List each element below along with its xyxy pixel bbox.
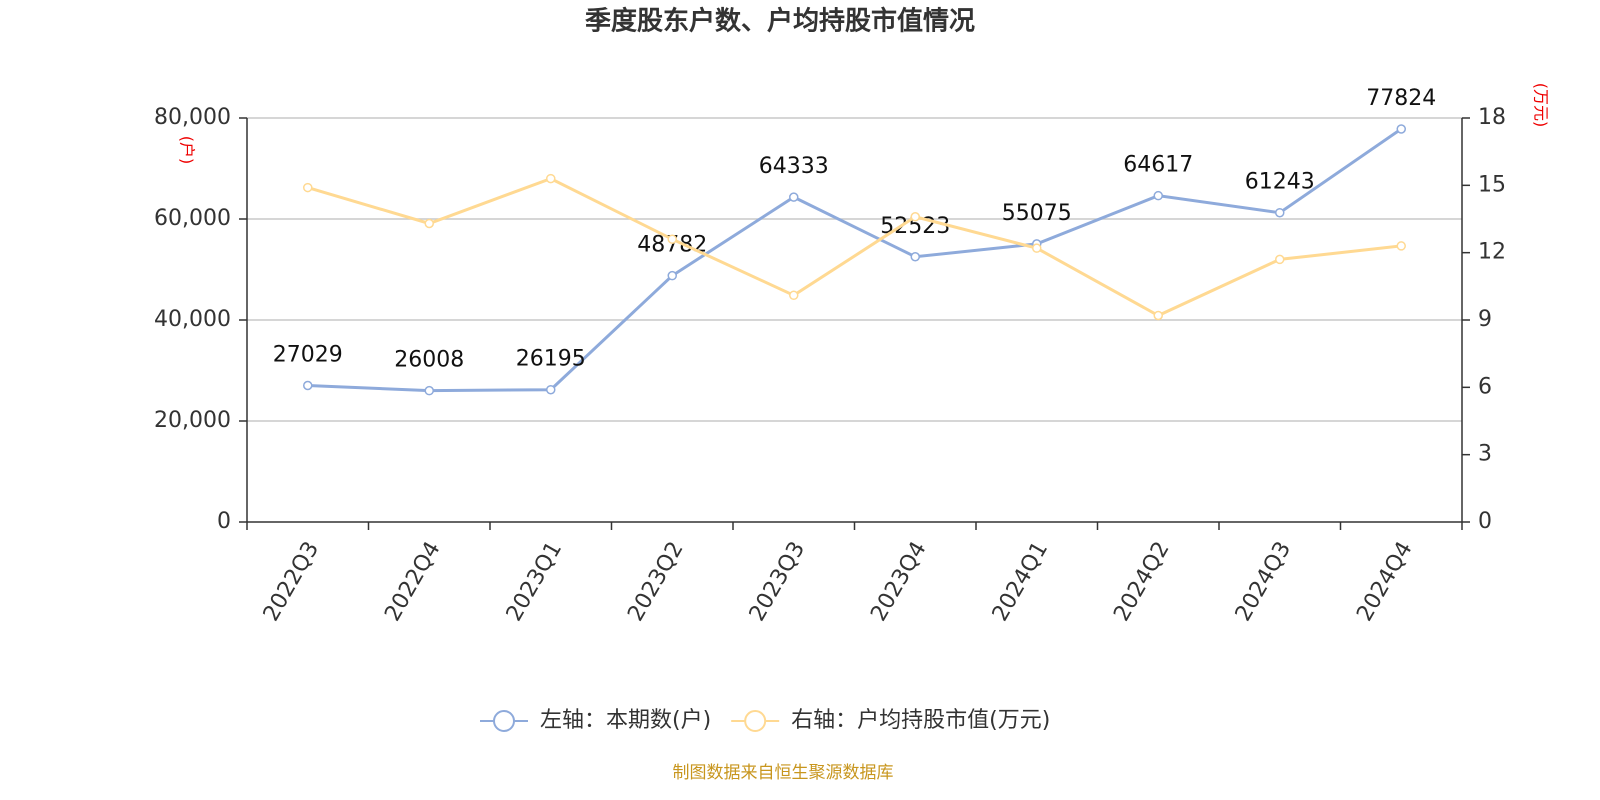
point [1032,243,1042,253]
data-label: 61243 [1245,170,1315,195]
y2-tick-label: 18 [1478,105,1506,130]
legend-label: 右轴：户均持股市值(万元) [791,708,1050,733]
legend-marker [493,710,515,732]
line-series [307,127,1403,393]
chart-title: 季度股东户数、户均持股市值情况 [585,6,975,37]
point [1153,190,1163,201]
point [789,192,799,202]
point [303,380,313,391]
x-tick-label: 2024Q3 [1231,538,1296,626]
x-tick-label: 2023Q1 [502,538,567,626]
y-tick-label: 0 [217,509,231,534]
point [1396,241,1406,251]
point [1396,124,1406,134]
point [910,252,920,262]
y-axis-unit: (户) [178,136,197,165]
y2-tick-label: 6 [1478,374,1492,399]
y-tick-label: 80,000 [154,105,231,130]
y2-tick-label: 9 [1478,307,1492,332]
data-label: 26195 [516,347,586,372]
x-tick-label: 2023Q4 [866,538,931,626]
y-tick-label: 60,000 [154,206,231,231]
data-label: 26008 [394,348,464,373]
point [1275,207,1285,218]
legend-marker [744,710,767,732]
point [546,173,556,184]
point [667,270,677,281]
y2-tick-label: 15 [1478,172,1506,197]
point [1153,310,1163,321]
data-label: 64617 [1123,153,1193,178]
y2-axis-unit: (万元) [1532,83,1551,128]
x-tick-label: 2022Q3 [259,538,324,626]
data-label: 55075 [1002,201,1072,226]
data-label: 27029 [273,343,343,368]
y2-tick-label: 3 [1478,442,1492,467]
x-tick-label: 2024Q4 [1352,538,1417,626]
y2-tick-label: 0 [1478,509,1492,534]
data-label: 77824 [1366,86,1436,111]
y-tick-label: 20,000 [154,408,231,433]
x-tick-label: 2024Q2 [1109,538,1174,626]
y-tick-label: 40,000 [154,307,231,332]
x-tick-label: 2022Q4 [380,538,445,626]
point [424,218,434,229]
x-tick-label: 2024Q1 [988,538,1053,626]
point [789,290,799,301]
point [910,212,920,222]
point [546,384,556,395]
data-label: 64333 [759,154,829,179]
y2-tick-label: 12 [1478,240,1506,265]
point [667,234,677,244]
source-note: 制图数据来自恒生聚源数据库 [673,763,894,783]
point [424,385,434,396]
point [1275,254,1285,265]
line-series [307,176,1402,318]
x-tick-label: 2023Q2 [623,538,688,626]
legend-label: 左轴：本期数(户) [540,708,711,733]
point [303,182,313,193]
x-tick-label: 2023Q3 [745,538,810,626]
